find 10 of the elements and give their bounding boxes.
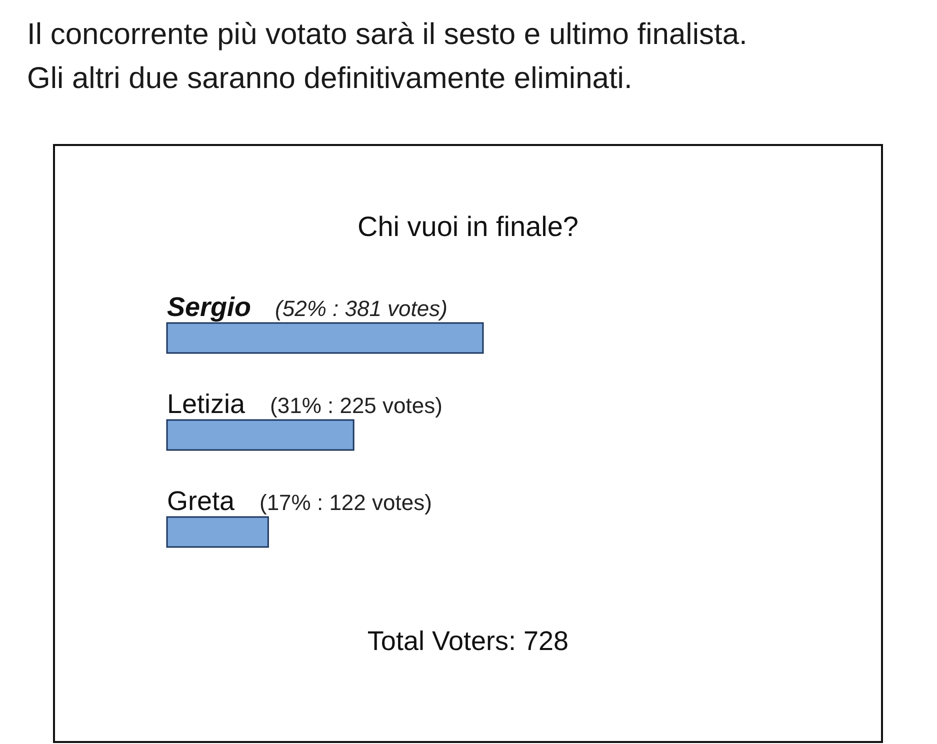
y-tick-label: Greta (167, 486, 236, 516)
text: Il concorrente più votato sarà il sesto e ultimo finalista. (27, 18, 748, 51)
y-tick-label: Sergio (167, 292, 252, 322)
chart-title: Chi vuoi in finale? (357, 211, 579, 242)
data-label: (31% : 225 votes) (270, 393, 442, 418)
text: Gli altri due saranno definitivamente eliminati. (27, 62, 632, 95)
data-label: (17% : 122 votes) (260, 490, 432, 515)
y-tick-label: Letizia (167, 389, 246, 419)
text: Total Voters: 728 (367, 626, 569, 656)
data-label: (52% : 381 votes) (275, 296, 448, 321)
